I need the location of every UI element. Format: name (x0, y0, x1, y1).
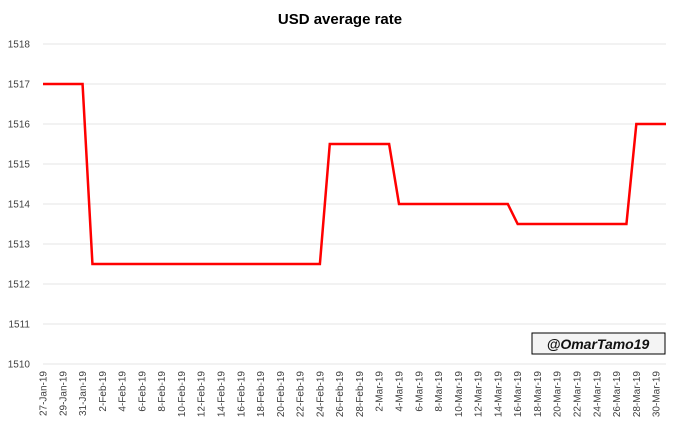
y-tick-label: 1511 (8, 320, 30, 331)
x-tick-label: 26-Mar-19 (612, 371, 623, 418)
x-tick-label: 20-Mar-19 (553, 371, 564, 418)
series-line (43, 82, 666, 266)
x-tick-label: 31-Jan-19 (78, 371, 89, 416)
x-tick-label: 8-Mar-19 (434, 371, 445, 412)
x-tick-label: 22-Mar-19 (573, 371, 584, 418)
x-tick-label: 30-Mar-19 (652, 371, 663, 418)
x-tick-label: 4-Feb-19 (118, 371, 129, 412)
x-tick-label: 24-Mar-19 (592, 371, 603, 418)
y-tick-label: 1514 (8, 200, 31, 211)
x-tick-label: 12-Mar-19 (474, 371, 485, 418)
chart-title: USD average rate (278, 11, 402, 28)
x-tick-label: 18-Feb-19 (256, 371, 267, 418)
x-tick-label: 6-Mar-19 (414, 371, 425, 412)
watermark-box (531, 332, 666, 355)
watermark-text: @OmarTamo19 (547, 336, 650, 352)
watermark: @OmarTamo19 (531, 332, 666, 355)
x-tick-label: 2-Mar-19 (375, 371, 386, 412)
x-tick-label: 4-Mar-19 (395, 371, 406, 412)
y-tick-label: 1513 (8, 240, 31, 251)
x-tick-label: 14-Feb-19 (217, 371, 228, 418)
x-tick-label: 6-Feb-19 (137, 371, 148, 412)
x-tick-label: 28-Mar-19 (632, 371, 643, 418)
x-tick-label: 29-Jan-19 (58, 371, 69, 416)
y-tick-label: 1515 (8, 160, 31, 171)
x-tick-label: 20-Feb-19 (276, 371, 287, 418)
y-tick-label: 1518 (8, 40, 31, 51)
x-tick-label: 2-Feb-19 (98, 371, 109, 412)
x-tick-label: 10-Feb-19 (177, 371, 188, 418)
y-axis-tick-labels: 1510 1511 1512 1513 1514 1515 1516 1517 1518 (8, 40, 31, 371)
x-axis-tick-labels: 27-Jan-19 29-Jan-19 31-Jan-19 2-Feb-19 4-Feb… (39, 371, 663, 418)
x-tick-label: 24-Feb-19 (315, 371, 326, 418)
x-tick-label: 27-Jan-19 (39, 371, 50, 416)
x-tick-label: 12-Feb-19 (197, 371, 208, 418)
x-tick-label: 16-Feb-19 (236, 371, 247, 418)
x-tick-label: 16-Mar-19 (513, 371, 524, 418)
x-tick-label: 26-Feb-19 (335, 371, 346, 418)
x-tick-label: 10-Mar-19 (454, 371, 465, 418)
series-layer (43, 82, 666, 266)
x-tick-label: 18-Mar-19 (533, 371, 544, 418)
y-tick-label: 1510 (8, 360, 31, 371)
x-tick-label: 14-Mar-19 (493, 371, 504, 418)
x-tick-label: 28-Feb-19 (355, 371, 366, 418)
y-tick-label: 1517 (8, 80, 31, 91)
y-tick-label: 1516 (8, 120, 31, 131)
x-tick-label: 8-Feb-19 (157, 371, 168, 412)
x-tick-label: 22-Feb-19 (296, 371, 307, 418)
y-tick-label: 1512 (8, 280, 31, 291)
gridlines (43, 43, 666, 365)
